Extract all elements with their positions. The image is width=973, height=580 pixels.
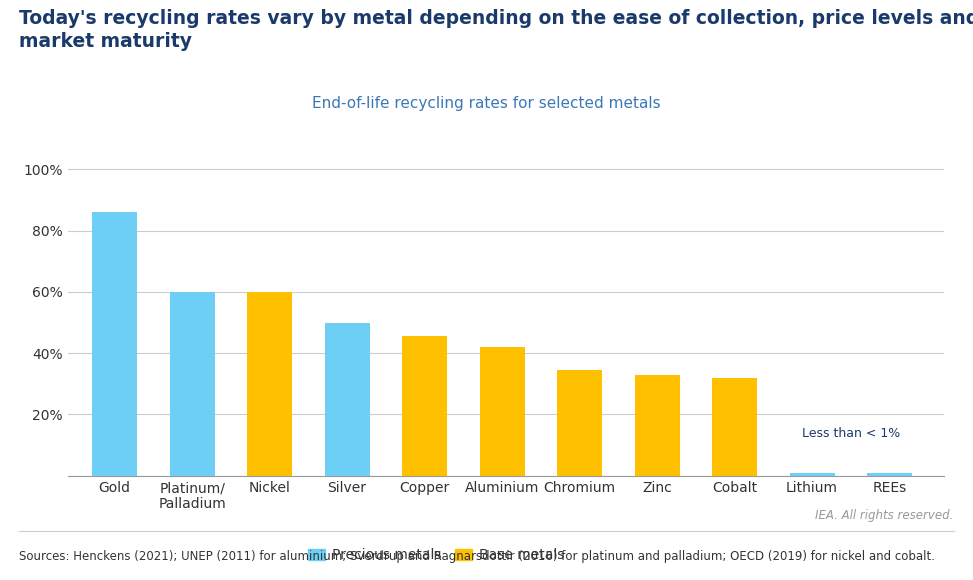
Legend: Precious metals, Base metals: Precious metals, Base metals — [303, 543, 569, 568]
Text: market maturity: market maturity — [19, 32, 193, 51]
Text: Today's recycling rates vary by metal depending on the ease of collection, price: Today's recycling rates vary by metal de… — [19, 9, 973, 28]
Text: Sources: Henckens (2021); UNEP (2011) for aluminium; Sverdrup and Ragnarsdottir : Sources: Henckens (2021); UNEP (2011) fo… — [19, 550, 935, 563]
Bar — [402, 336, 447, 476]
Bar — [558, 370, 602, 476]
Bar — [480, 347, 524, 476]
Bar — [634, 375, 679, 476]
Text: End-of-life recycling rates for selected metals: End-of-life recycling rates for selected… — [312, 96, 661, 111]
Bar — [712, 378, 757, 476]
Text: IEA. All rights reserved.: IEA. All rights reserved. — [815, 509, 954, 522]
Bar — [867, 473, 912, 476]
Bar — [325, 322, 370, 476]
Bar — [92, 212, 137, 476]
Bar — [790, 473, 835, 476]
Bar — [247, 292, 292, 476]
Bar — [169, 292, 215, 476]
Text: Less than < 1%: Less than < 1% — [802, 427, 900, 440]
